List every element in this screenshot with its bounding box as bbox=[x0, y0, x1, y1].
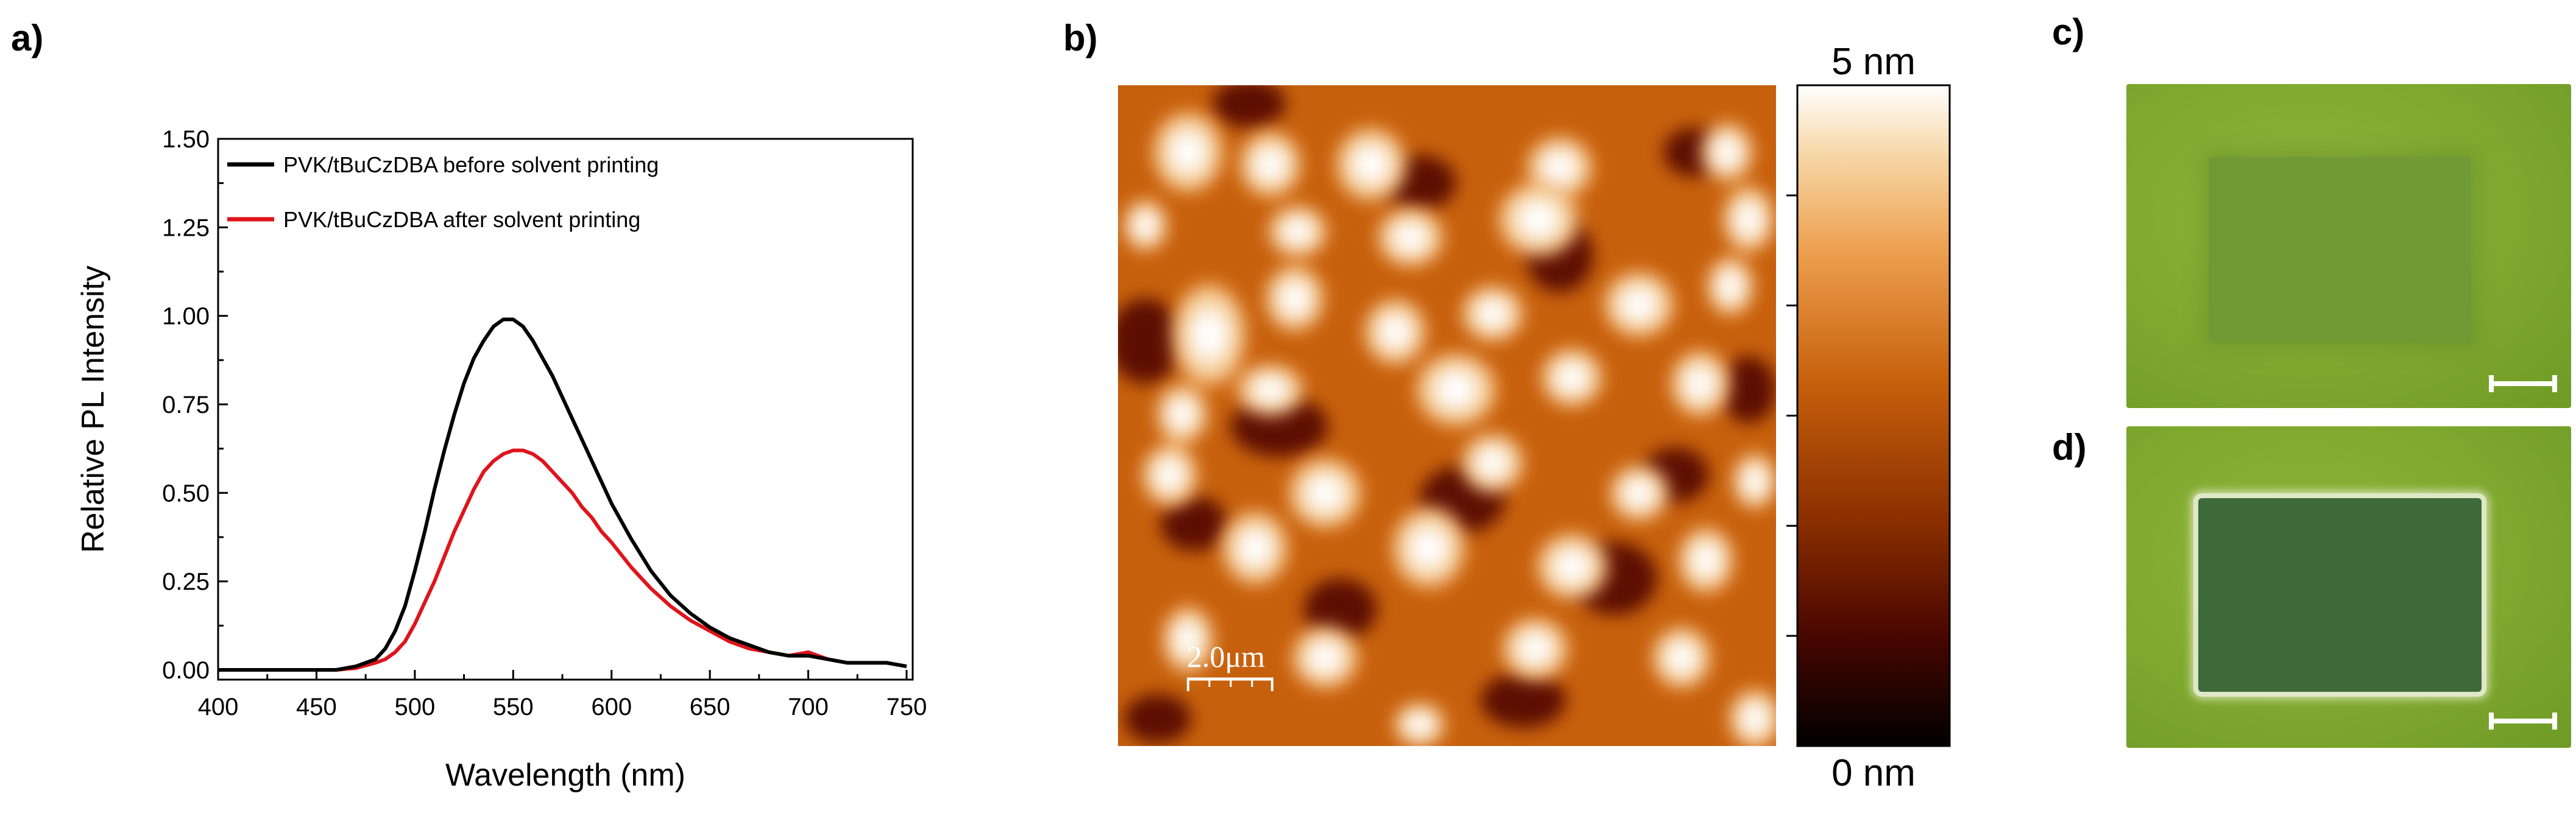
afm-grain-core bbox=[1744, 468, 1765, 494]
afm-grain-core bbox=[1281, 283, 1308, 314]
photo-c bbox=[2126, 84, 2571, 408]
afm-grain-core bbox=[1407, 714, 1432, 735]
afm-grain-core bbox=[1240, 531, 1270, 565]
afm-grain-core bbox=[1686, 368, 1713, 399]
afm-grain-core bbox=[1693, 545, 1719, 575]
x-axis-label: Wavelength (nm) bbox=[445, 758, 685, 793]
afm-grain-core bbox=[1736, 204, 1761, 234]
y-axis: 0.00 0.25 0.50 0.75 1.00 1.25 1.50 bbox=[162, 126, 228, 684]
y-tick-label: 0.75 bbox=[162, 392, 210, 418]
afm-dark-spot bbox=[1161, 496, 1228, 551]
colorbar bbox=[1796, 84, 1951, 747]
afm-grain-core bbox=[1520, 634, 1551, 663]
x-tick-label: 700 bbox=[788, 694, 829, 720]
afm-grain-core bbox=[1437, 373, 1475, 407]
afm-grain-core bbox=[1622, 289, 1655, 320]
colorbar-min-label: 0 nm bbox=[1831, 752, 1916, 794]
x-axis: 400 450 500 550 600 650 700 750 bbox=[198, 670, 927, 720]
afm-grain-core bbox=[1172, 133, 1205, 171]
afm-grain-core bbox=[1478, 449, 1507, 476]
afm-grain-core bbox=[1545, 153, 1575, 182]
afm-bright-grains bbox=[1122, 110, 1776, 746]
afm-grain-core bbox=[1354, 147, 1387, 181]
afm-dark-spot bbox=[1212, 85, 1286, 128]
afm-grain-core bbox=[1381, 317, 1410, 347]
x-tick-label: 650 bbox=[690, 694, 731, 720]
afm-grain-core bbox=[1719, 273, 1741, 300]
afm-grain-core bbox=[1557, 364, 1587, 391]
afm-dark-spot bbox=[1124, 694, 1191, 743]
afm-grain-core bbox=[1412, 529, 1446, 567]
y-tick-label: 0.50 bbox=[162, 480, 210, 507]
afm-grain-core bbox=[1170, 401, 1194, 428]
x-tick-label: 750 bbox=[886, 694, 927, 720]
afm-grain-core bbox=[1176, 624, 1200, 655]
panel-label-b: b) bbox=[1063, 18, 1098, 58]
afm-grain-core bbox=[1256, 149, 1285, 180]
series-lines bbox=[218, 317, 907, 672]
afm-grain-core bbox=[1555, 551, 1588, 582]
afm-grain-core bbox=[1395, 224, 1426, 251]
y-tick-label: 0.00 bbox=[162, 657, 210, 684]
afm-dark-spot bbox=[1118, 298, 1182, 384]
x-tick-label: 500 bbox=[394, 694, 435, 720]
x-tick-label: 550 bbox=[493, 694, 534, 720]
legend: PVK/tBuCzDBA before solvent printing PVK… bbox=[227, 152, 659, 232]
legend-label-before: PVK/tBuCzDBA before solvent printing bbox=[283, 152, 659, 177]
panel-label-c: c) bbox=[2052, 12, 2085, 52]
printed-pattern-d bbox=[2193, 493, 2486, 697]
afm-grain-core bbox=[1157, 460, 1183, 490]
plot-frame bbox=[217, 138, 914, 681]
afm-grain-core bbox=[1255, 378, 1286, 402]
x-tick-label: 600 bbox=[591, 694, 632, 720]
afm-dark-spot bbox=[1721, 356, 1776, 423]
afm-dark-spot bbox=[1481, 673, 1566, 728]
afm-grain-core bbox=[1284, 219, 1311, 244]
afm-grain-core bbox=[1192, 311, 1226, 359]
legend-label-after: PVK/tBuCzDBA after solvent printing bbox=[283, 207, 640, 232]
y-axis-label: Relative PL Intensity bbox=[76, 266, 111, 553]
panel-label-d: d) bbox=[2052, 427, 2087, 468]
y-tick-label: 0.25 bbox=[162, 569, 210, 596]
afm-scale-bar: 2.0μm bbox=[1187, 639, 1273, 691]
series-line-before bbox=[218, 317, 907, 672]
scale-bar-d bbox=[2489, 713, 2557, 730]
photo-d bbox=[2126, 426, 2571, 748]
afm-grain-core bbox=[1135, 213, 1156, 238]
colorbar-max-label: 5 nm bbox=[1831, 41, 1916, 83]
pl-spectrum-chart: 400 450 500 550 600 650 700 750 0.00 0.25 0.50 0.7… bbox=[76, 126, 927, 793]
afm-grain-core bbox=[1520, 202, 1557, 236]
y-tick-label: 1.25 bbox=[162, 214, 210, 241]
afm-grain-core bbox=[1478, 301, 1507, 326]
x-tick-label: 450 bbox=[296, 694, 337, 720]
afm-grain-core bbox=[1308, 477, 1342, 510]
afm-grain-core bbox=[1715, 139, 1739, 166]
afm-grain-core bbox=[1743, 705, 1767, 732]
afm-scale-label: 2.0μm bbox=[1187, 639, 1265, 674]
afm-grain-core bbox=[1310, 643, 1340, 672]
panel-label-a: a) bbox=[11, 18, 44, 58]
y-tick-label: 1.00 bbox=[162, 303, 210, 330]
afm-grain-core bbox=[1668, 643, 1695, 672]
afm-dark-spot bbox=[1304, 579, 1377, 639]
printed-pattern-c bbox=[2209, 157, 2471, 343]
x-tick-label: 400 bbox=[198, 694, 239, 720]
colorbar-ticks bbox=[1786, 194, 1797, 637]
scale-bar-c bbox=[2489, 375, 2557, 392]
afm-grain-core bbox=[1626, 480, 1652, 506]
y-tick-label: 1.50 bbox=[162, 126, 210, 153]
